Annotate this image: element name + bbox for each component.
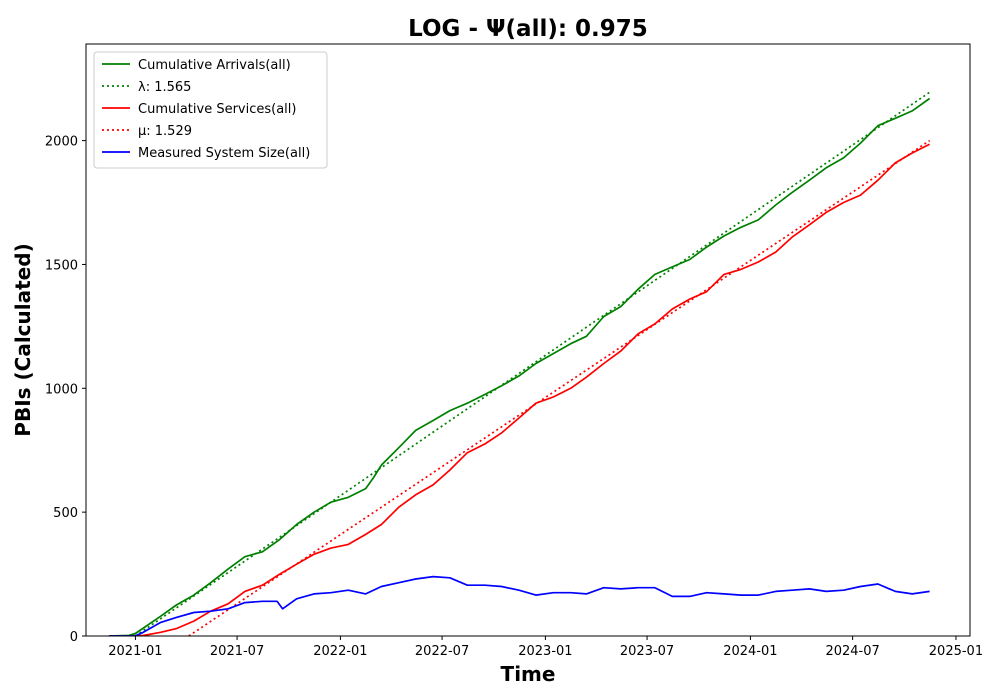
y-axis-title: PBIs (Calculated) [11,243,35,436]
legend-label-3: μ: 1.529 [138,124,192,139]
plot-frame [85,43,971,637]
y-tick-label-2: 1000 [45,382,78,397]
x-tick-label-3: 2022-07 [415,644,469,659]
legend-label-1: λ: 1.565 [138,80,191,95]
chart-title: LOG - Ψ(all): 0.975 [408,16,648,42]
legend: Cumulative Arrivals(all) λ: 1.565 Cumulati… [93,51,328,169]
legend-label-0: Cumulative Arrivals(all) [138,58,291,73]
legend-label-2: Cumulative Services(all) [138,102,296,117]
y-tick-label-1: 500 [53,506,78,521]
y-tick-label-4: 2000 [45,135,78,150]
x-tick-label-5: 2023-07 [620,644,674,659]
x-tick-label-1: 2021-07 [210,644,264,659]
x-axis-title: Time [501,662,556,686]
series-line-0 [108,97,931,636]
x-tick-label-6: 2024-01 [723,644,777,659]
series-line-2 [131,143,930,636]
x-tick-label-8: 2025-01 [929,644,983,659]
series-line-3 [188,139,931,636]
x-tick-label-7: 2024-07 [825,644,879,659]
y-tick-label-0: 0 [70,630,78,645]
series-line-4 [109,575,930,636]
x-tick-label-4: 2023-01 [518,644,572,659]
x-axis: 2021-01 2021-07 2022-01 2022-07 2023-01 2023-… [108,636,983,659]
x-tick-label-0: 2021-01 [108,644,162,659]
series-line-1 [134,91,931,636]
legend-label-4: Measured System Size(all) [138,146,310,161]
series-layer [108,91,931,636]
y-axis: 0 500 1000 1500 2000 [45,135,86,645]
x-tick-label-2: 2022-01 [313,644,367,659]
legend-box [93,51,328,169]
y-tick-label-3: 1500 [45,258,78,273]
